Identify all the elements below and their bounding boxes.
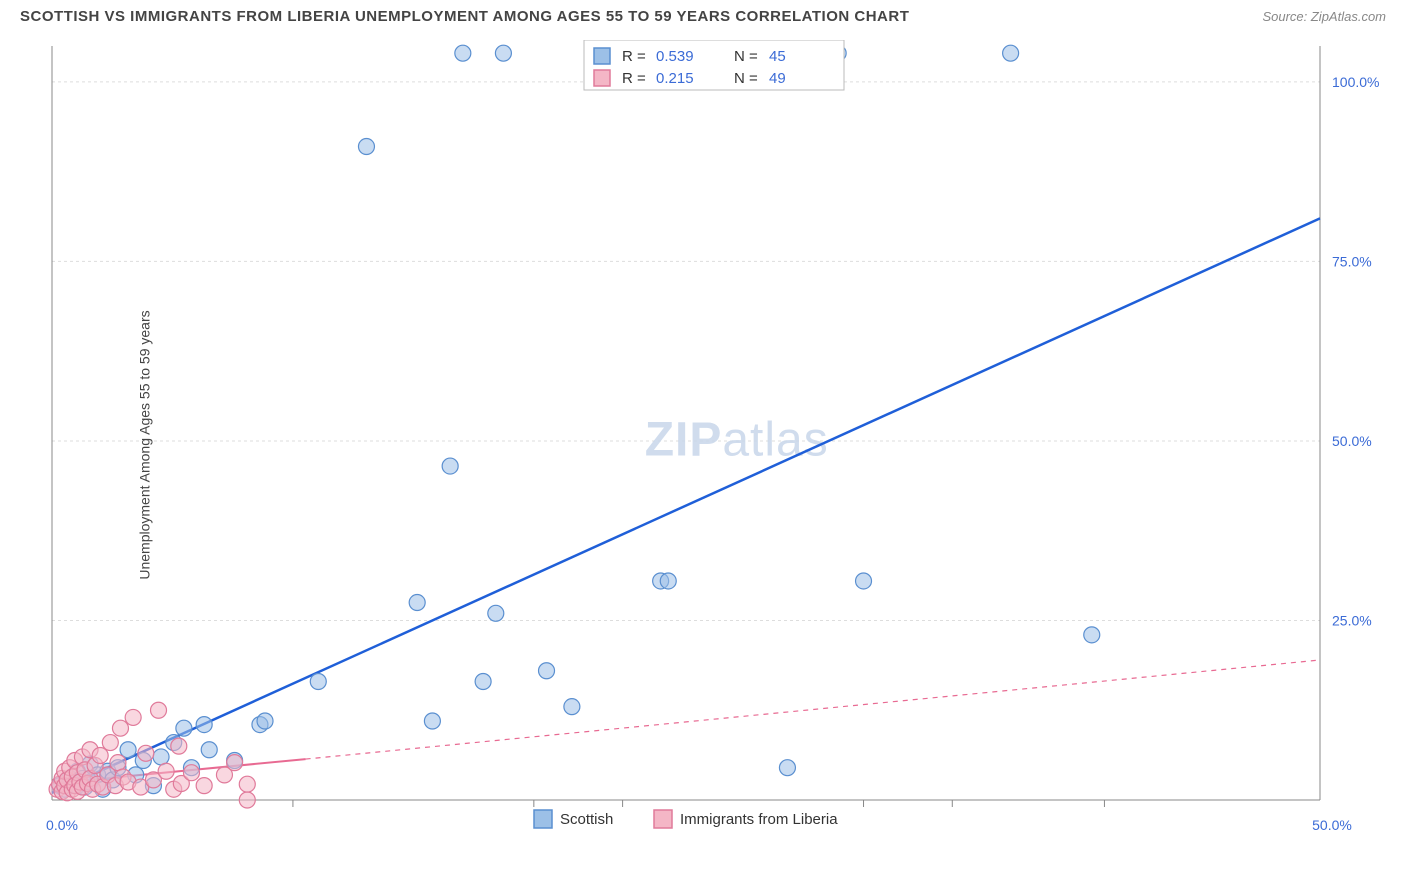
data-point-scottish: [488, 605, 504, 621]
bottom-legend-label: Immigrants from Liberia: [680, 811, 838, 828]
legend-r-label: R =: [622, 70, 646, 87]
legend-swatch: [594, 48, 610, 64]
data-point-scottish: [495, 45, 511, 61]
data-point-scottish: [409, 595, 425, 611]
data-point-liberia: [151, 702, 167, 718]
legend-swatch: [594, 70, 610, 86]
x-tick-label: 0.0%: [46, 817, 78, 833]
y-tick-label: 50.0%: [1332, 433, 1372, 449]
bottom-legend-swatch: [534, 810, 552, 828]
chart-title: SCOTTISH VS IMMIGRANTS FROM LIBERIA UNEM…: [20, 8, 909, 25]
legend-r-value: 0.215: [656, 70, 694, 87]
data-point-scottish: [1084, 627, 1100, 643]
data-point-scottish: [201, 742, 217, 758]
y-tick-label: 100.0%: [1332, 74, 1379, 90]
data-point-liberia: [227, 755, 243, 771]
legend-n-value: 49: [769, 70, 786, 87]
data-point-liberia: [110, 755, 126, 771]
data-point-scottish: [455, 45, 471, 61]
data-point-liberia: [171, 738, 187, 754]
data-point-scottish: [358, 139, 374, 155]
data-point-liberia: [183, 765, 199, 781]
data-point-liberia: [239, 792, 255, 808]
data-point-scottish: [424, 713, 440, 729]
y-tick-label: 25.0%: [1332, 612, 1372, 628]
data-point-liberia: [92, 747, 108, 763]
legend-n-label: N =: [734, 70, 758, 87]
legend-r-label: R =: [622, 48, 646, 65]
data-point-scottish: [176, 720, 192, 736]
source-attribution: Source: ZipAtlas.com: [1262, 9, 1386, 24]
x-tick-label: 50.0%: [1312, 817, 1352, 833]
header: SCOTTISH VS IMMIGRANTS FROM LIBERIA UNEM…: [0, 0, 1406, 29]
data-point-scottish: [564, 699, 580, 715]
legend-r-value: 0.539: [656, 48, 694, 65]
data-point-scottish: [310, 674, 326, 690]
data-point-liberia: [138, 745, 154, 761]
data-point-scottish: [196, 717, 212, 733]
legend-n-value: 45: [769, 48, 786, 65]
data-point-scottish: [1003, 45, 1019, 61]
data-point-scottish: [442, 458, 458, 474]
trend-line-scottish: [52, 218, 1320, 792]
bottom-legend-swatch: [654, 810, 672, 828]
scatter-chart: ZIPatlas 25.0% 50.0% 75.0% 100.0% 0.0% 50.0% R …: [44, 40, 1384, 850]
chart-container: Unemployment Among Ages 55 to 59 years Z…: [44, 40, 1384, 850]
y-axis-label: Unemployment Among Ages 55 to 59 years: [137, 310, 153, 579]
data-point-scottish: [120, 742, 136, 758]
bottom-legend-label: Scottish: [560, 811, 613, 828]
data-point-scottish: [153, 749, 169, 765]
data-point-scottish: [475, 674, 491, 690]
data-point-scottish: [856, 573, 872, 589]
data-point-scottish: [257, 713, 273, 729]
data-point-scottish: [660, 573, 676, 589]
legend-n-label: N =: [734, 48, 758, 65]
trend-line-liberia-dashed: [306, 660, 1320, 759]
data-point-liberia: [102, 735, 118, 751]
y-tick-label: 75.0%: [1332, 253, 1372, 269]
data-point-liberia: [196, 778, 212, 794]
data-point-liberia: [158, 763, 174, 779]
data-point-scottish: [539, 663, 555, 679]
data-point-liberia: [112, 720, 128, 736]
data-point-liberia: [239, 776, 255, 792]
watermark: ZIPatlas: [645, 413, 829, 466]
data-point-liberia: [125, 709, 141, 725]
data-point-scottish: [779, 760, 795, 776]
